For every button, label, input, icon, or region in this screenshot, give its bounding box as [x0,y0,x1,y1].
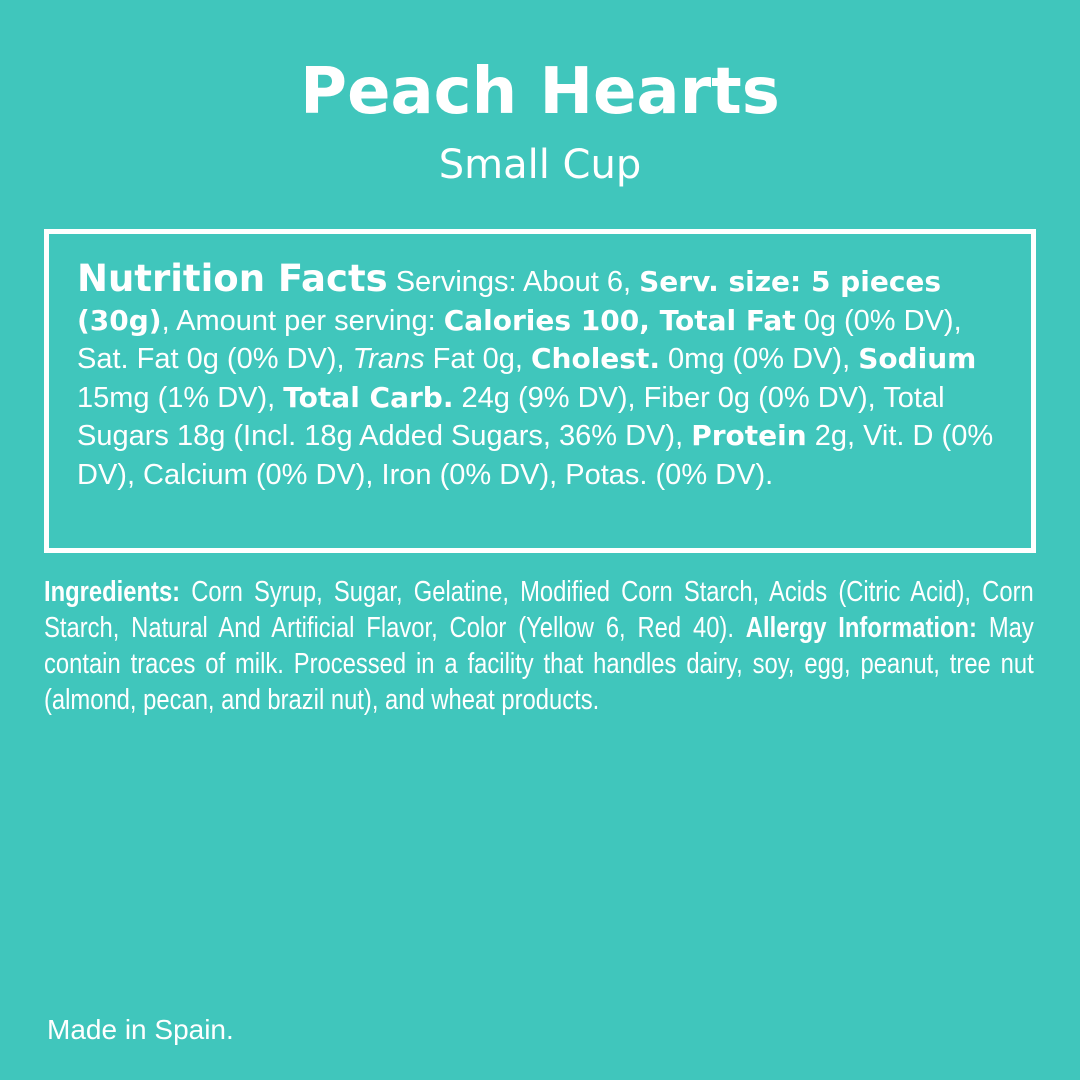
nutrition-segment: , Amount per serving: [161,304,444,337]
nutrition-segment: Fat 0g, [424,343,531,376]
nutrition-segment: 24g (9% DV), Fiber 0g (0% DV), Total Sug… [77,381,945,453]
nutrition-segment: Trans [352,343,425,376]
nutrition-facts-text: Nutrition Facts Servings: About 6, Serv.… [77,257,1012,495]
ingredients-paragraph: Ingredients: Corn Syrup, Sugar, Gelatine… [44,574,1034,718]
ingredients-text: Corn Syrup, Sugar, Gelatine, Modified Co… [44,576,1034,644]
nutrition-segment: Sodium [858,342,977,376]
nutrition-segment: Serv. size: 5 pieces (30g) [77,265,942,337]
nutrition-segment: Total Carb. [283,380,454,414]
nutrition-segment: 0g (0% DV), Sat. Fat 0g (0% DV), [77,304,962,376]
nutrition-segment: Nutrition Facts [77,257,388,300]
product-title: Peach Hearts [300,55,780,129]
allergy-label: Allergy Information: [745,612,977,644]
nutrition-segment: Protein [691,419,807,453]
nutrition-segment: 0mg (0% DV), [659,343,859,376]
ingredients-section: Ingredients: Corn Syrup, Sugar, Gelatine… [44,574,1034,718]
nutrition-facts-box: Nutrition Facts Servings: About 6, Serv.… [44,229,1036,553]
origin-text: Made in Spain. [47,1014,234,1045]
nutrition-segment: Cholest. [530,342,660,376]
nutrition-segment: 2g, Vit. D (0% DV), Calcium (0% DV), Iro… [77,420,994,491]
nutrition-segment: 15mg (1% DV), [77,381,284,414]
product-size: Small Cup [438,142,642,188]
nutrition-segment: Calories 100, Total Fat [443,303,796,337]
allergy-text: May contain traces of milk. Processed in… [44,612,1034,716]
ingredients-label: Ingredients: [44,576,181,608]
nutrition-segment: Servings: About 6, [387,266,640,298]
